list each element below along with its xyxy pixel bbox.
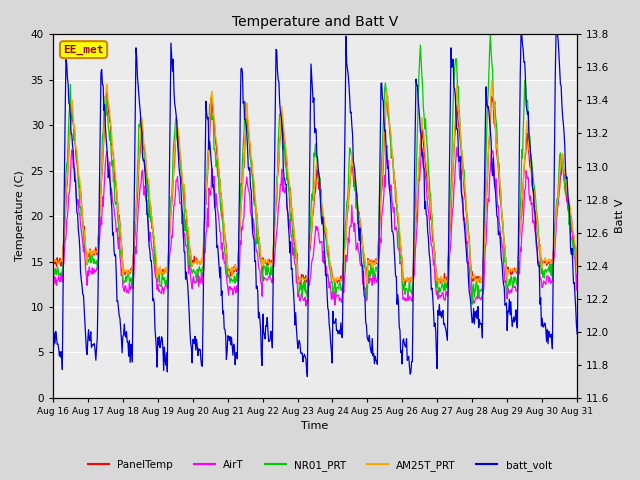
AM25T_PRT — [166, 235, 173, 240]
batt_volt — [58, 367, 66, 372]
AirT — [302, 303, 310, 309]
PanelTemp — [380, 164, 387, 169]
Text: EE_met: EE_met — [63, 45, 104, 55]
NR01_PRT — [166, 225, 173, 230]
AirT — [49, 277, 57, 283]
AM25T_PRT — [364, 281, 371, 287]
NR01_PRT — [58, 268, 66, 274]
AirT — [166, 253, 173, 259]
NR01_PRT — [486, 32, 494, 37]
PanelTemp — [49, 255, 57, 261]
Line: AirT: AirT — [53, 145, 577, 306]
PanelTemp — [395, 223, 403, 229]
AM25T_PRT — [380, 156, 387, 162]
Title: Temperature and Batt V: Temperature and Batt V — [232, 15, 398, 29]
Line: AM25T_PRT: AM25T_PRT — [53, 81, 577, 284]
AirT — [573, 272, 581, 277]
batt_volt — [193, 343, 201, 348]
AM25T_PRT — [395, 211, 403, 216]
PanelTemp — [194, 260, 202, 266]
PanelTemp — [573, 260, 581, 265]
Line: batt_volt: batt_volt — [53, 35, 577, 377]
AM25T_PRT — [488, 78, 496, 84]
AM25T_PRT — [49, 260, 57, 265]
batt_volt — [113, 271, 120, 277]
PanelTemp — [58, 260, 66, 265]
batt_volt — [395, 300, 403, 306]
PanelTemp — [166, 218, 174, 224]
AirT — [383, 143, 390, 148]
AirT — [396, 245, 403, 251]
batt_volt — [517, 32, 525, 37]
AirT — [380, 201, 387, 206]
PanelTemp — [401, 283, 409, 288]
batt_volt — [49, 316, 57, 322]
AM25T_PRT — [193, 262, 201, 267]
AirT — [113, 229, 120, 235]
Y-axis label: Temperature (C): Temperature (C) — [15, 171, 25, 262]
AM25T_PRT — [573, 268, 581, 274]
NR01_PRT — [394, 214, 402, 220]
NR01_PRT — [468, 301, 476, 307]
AirT — [58, 279, 66, 285]
Line: NR01_PRT: NR01_PRT — [53, 35, 577, 304]
batt_volt — [380, 97, 387, 103]
batt_volt — [303, 374, 311, 380]
NR01_PRT — [193, 266, 201, 272]
PanelTemp — [103, 89, 111, 95]
PanelTemp — [113, 196, 121, 202]
Legend: PanelTemp, AirT, NR01_PRT, AM25T_PRT, batt_volt: PanelTemp, AirT, NR01_PRT, AM25T_PRT, ba… — [84, 456, 556, 475]
AM25T_PRT — [58, 259, 66, 264]
NR01_PRT — [379, 144, 387, 150]
NR01_PRT — [113, 199, 120, 204]
Y-axis label: Batt V: Batt V — [615, 199, 625, 233]
Line: PanelTemp: PanelTemp — [53, 92, 577, 286]
NR01_PRT — [573, 259, 581, 265]
X-axis label: Time: Time — [301, 421, 328, 432]
batt_volt — [166, 163, 173, 169]
NR01_PRT — [49, 269, 57, 275]
AM25T_PRT — [113, 181, 120, 187]
batt_volt — [573, 331, 581, 337]
AirT — [193, 279, 201, 285]
